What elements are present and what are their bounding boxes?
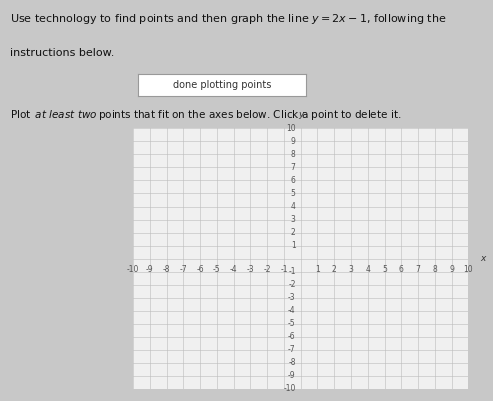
Text: -5: -5: [213, 265, 221, 274]
Text: 6: 6: [291, 176, 296, 185]
Text: -7: -7: [288, 345, 296, 354]
Text: 1: 1: [291, 241, 296, 250]
Text: -10: -10: [127, 265, 140, 274]
Text: -9: -9: [288, 371, 296, 381]
Text: 10: 10: [463, 265, 473, 274]
Text: 7: 7: [416, 265, 421, 274]
Text: done plotting points: done plotting points: [173, 80, 271, 90]
Text: 4: 4: [291, 202, 296, 211]
Text: -9: -9: [146, 265, 154, 274]
Text: -1: -1: [288, 267, 296, 276]
Text: -3: -3: [246, 265, 254, 274]
Text: 9: 9: [449, 265, 454, 274]
Text: -5: -5: [288, 319, 296, 328]
Text: -6: -6: [288, 332, 296, 341]
Text: 10: 10: [286, 124, 296, 133]
Text: 7: 7: [291, 163, 296, 172]
Text: -2: -2: [263, 265, 271, 274]
Text: y: y: [298, 110, 303, 119]
Text: Use technology to find points and then graph the line $y = 2x - 1$, following th: Use technology to find points and then g…: [10, 12, 446, 26]
Text: -2: -2: [288, 280, 296, 289]
Text: -4: -4: [230, 265, 238, 274]
Text: instructions below.: instructions below.: [10, 48, 114, 58]
Text: -3: -3: [288, 293, 296, 302]
Text: -7: -7: [179, 265, 187, 274]
Text: 2: 2: [332, 265, 337, 274]
Text: 8: 8: [291, 150, 296, 159]
Text: -6: -6: [196, 265, 204, 274]
Text: -8: -8: [163, 265, 171, 274]
Text: -1: -1: [280, 265, 288, 274]
Text: -4: -4: [288, 306, 296, 315]
Text: -10: -10: [283, 385, 296, 393]
Text: 9: 9: [291, 137, 296, 146]
Text: 1: 1: [315, 265, 320, 274]
Text: 6: 6: [399, 265, 404, 274]
Text: -8: -8: [288, 358, 296, 367]
Text: 5: 5: [291, 189, 296, 198]
Text: Plot  $\mathit{at\ least\ two}$ points that fit on the axes below. Click a point: Plot $\mathit{at\ least\ two}$ points th…: [10, 108, 401, 122]
Text: x: x: [480, 254, 486, 263]
Text: 2: 2: [291, 228, 296, 237]
Text: 4: 4: [365, 265, 370, 274]
Text: 8: 8: [432, 265, 437, 274]
Text: 3: 3: [291, 215, 296, 224]
Text: 3: 3: [349, 265, 353, 274]
Text: 5: 5: [382, 265, 387, 274]
